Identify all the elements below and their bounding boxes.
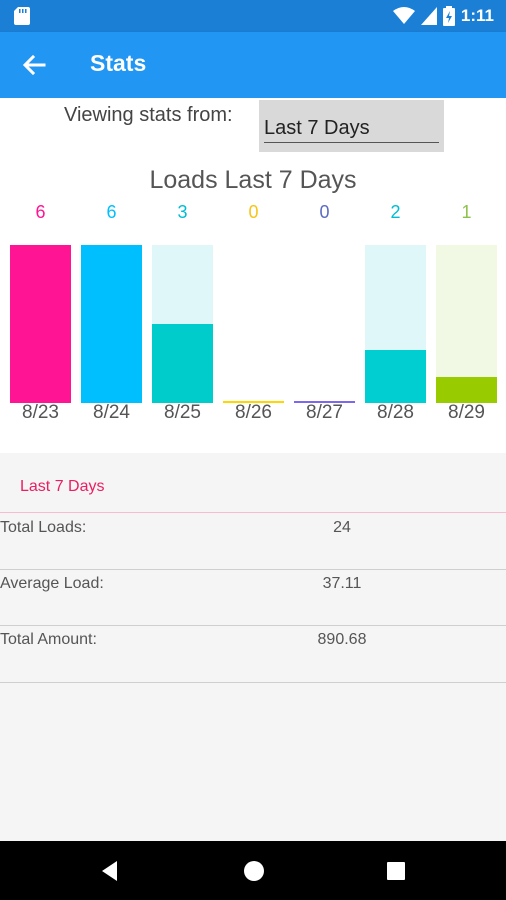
bar-value-label: 6 <box>106 202 117 222</box>
battery-icon <box>442 6 455 26</box>
signal-icon <box>420 7 437 25</box>
total-amount-value: 890.68 <box>317 631 367 648</box>
divider <box>0 512 506 513</box>
wifi-icon <box>392 7 415 24</box>
bar <box>223 401 284 403</box>
home-circle-icon[interactable] <box>240 857 268 885</box>
bar-column: 0 8/26 <box>223 98 284 453</box>
chart-title: Loads Last 7 Days <box>149 166 357 194</box>
navigation-bar <box>0 841 506 900</box>
bar-value-label: 2 <box>390 202 401 222</box>
total-loads-value: 24 <box>333 519 351 536</box>
divider <box>0 569 506 570</box>
bar-date-label: 8/27 <box>306 402 343 423</box>
chart-panel: Viewing stats from: Last 7 Days Loads La… <box>0 98 506 453</box>
bar <box>81 245 142 403</box>
page-title: Stats <box>90 50 147 76</box>
bar-column: 6 8/23 <box>10 98 71 453</box>
bar-date-label: 8/23 <box>22 402 59 423</box>
bar-date-label: 8/24 <box>93 402 130 423</box>
summary-header: Last 7 Days <box>20 478 105 495</box>
bar-date-label: 8/28 <box>377 402 414 423</box>
status-time: 1:11 <box>460 6 494 25</box>
back-triangle-icon[interactable] <box>97 857 125 885</box>
bar <box>436 377 497 403</box>
bar-column: 3 8/25 <box>152 98 213 453</box>
recents-square-icon[interactable] <box>382 857 410 885</box>
bar-value-label: 1 <box>461 202 472 222</box>
divider <box>0 682 506 683</box>
sd-card-icon <box>14 7 30 25</box>
stats-content: Viewing stats from: Last 7 Days Loads La… <box>0 98 506 841</box>
arrow-left-icon[interactable] <box>18 49 50 81</box>
filter-label: Viewing stats from: <box>64 104 233 126</box>
app-bar: Stats <box>0 32 506 98</box>
bar <box>365 350 426 403</box>
bar-column: 2 8/28 <box>365 98 426 453</box>
total-amount-label: Total Amount: <box>0 631 97 648</box>
bar-column: 0 8/27 <box>294 98 355 453</box>
bar-date-label: 8/29 <box>448 402 485 423</box>
bar-date-label: 8/25 <box>164 402 201 423</box>
bar <box>294 401 355 403</box>
status-bar: 1:11 <box>0 0 506 32</box>
bar-column: 1 8/29 <box>436 98 497 453</box>
bar-value-label: 0 <box>248 202 259 222</box>
range-dropdown-value: Last 7 Days <box>264 117 370 139</box>
divider <box>0 625 506 626</box>
bar-value-label: 3 <box>177 202 188 222</box>
total-loads-label: Total Loads: <box>0 519 87 536</box>
average-load-label: Average Load: <box>0 575 104 592</box>
average-load-value: 37.11 <box>322 575 362 592</box>
bar <box>10 245 71 403</box>
bar-value-label: 6 <box>35 202 46 222</box>
range-dropdown[interactable]: Last 7 Days <box>259 100 444 152</box>
bar-date-label: 8/26 <box>235 402 272 423</box>
dropdown-underline <box>264 142 439 143</box>
bar-column: 6 8/24 <box>81 98 142 453</box>
bar-value-label: 0 <box>319 202 330 222</box>
bar <box>152 324 213 403</box>
bar-background <box>436 245 497 403</box>
